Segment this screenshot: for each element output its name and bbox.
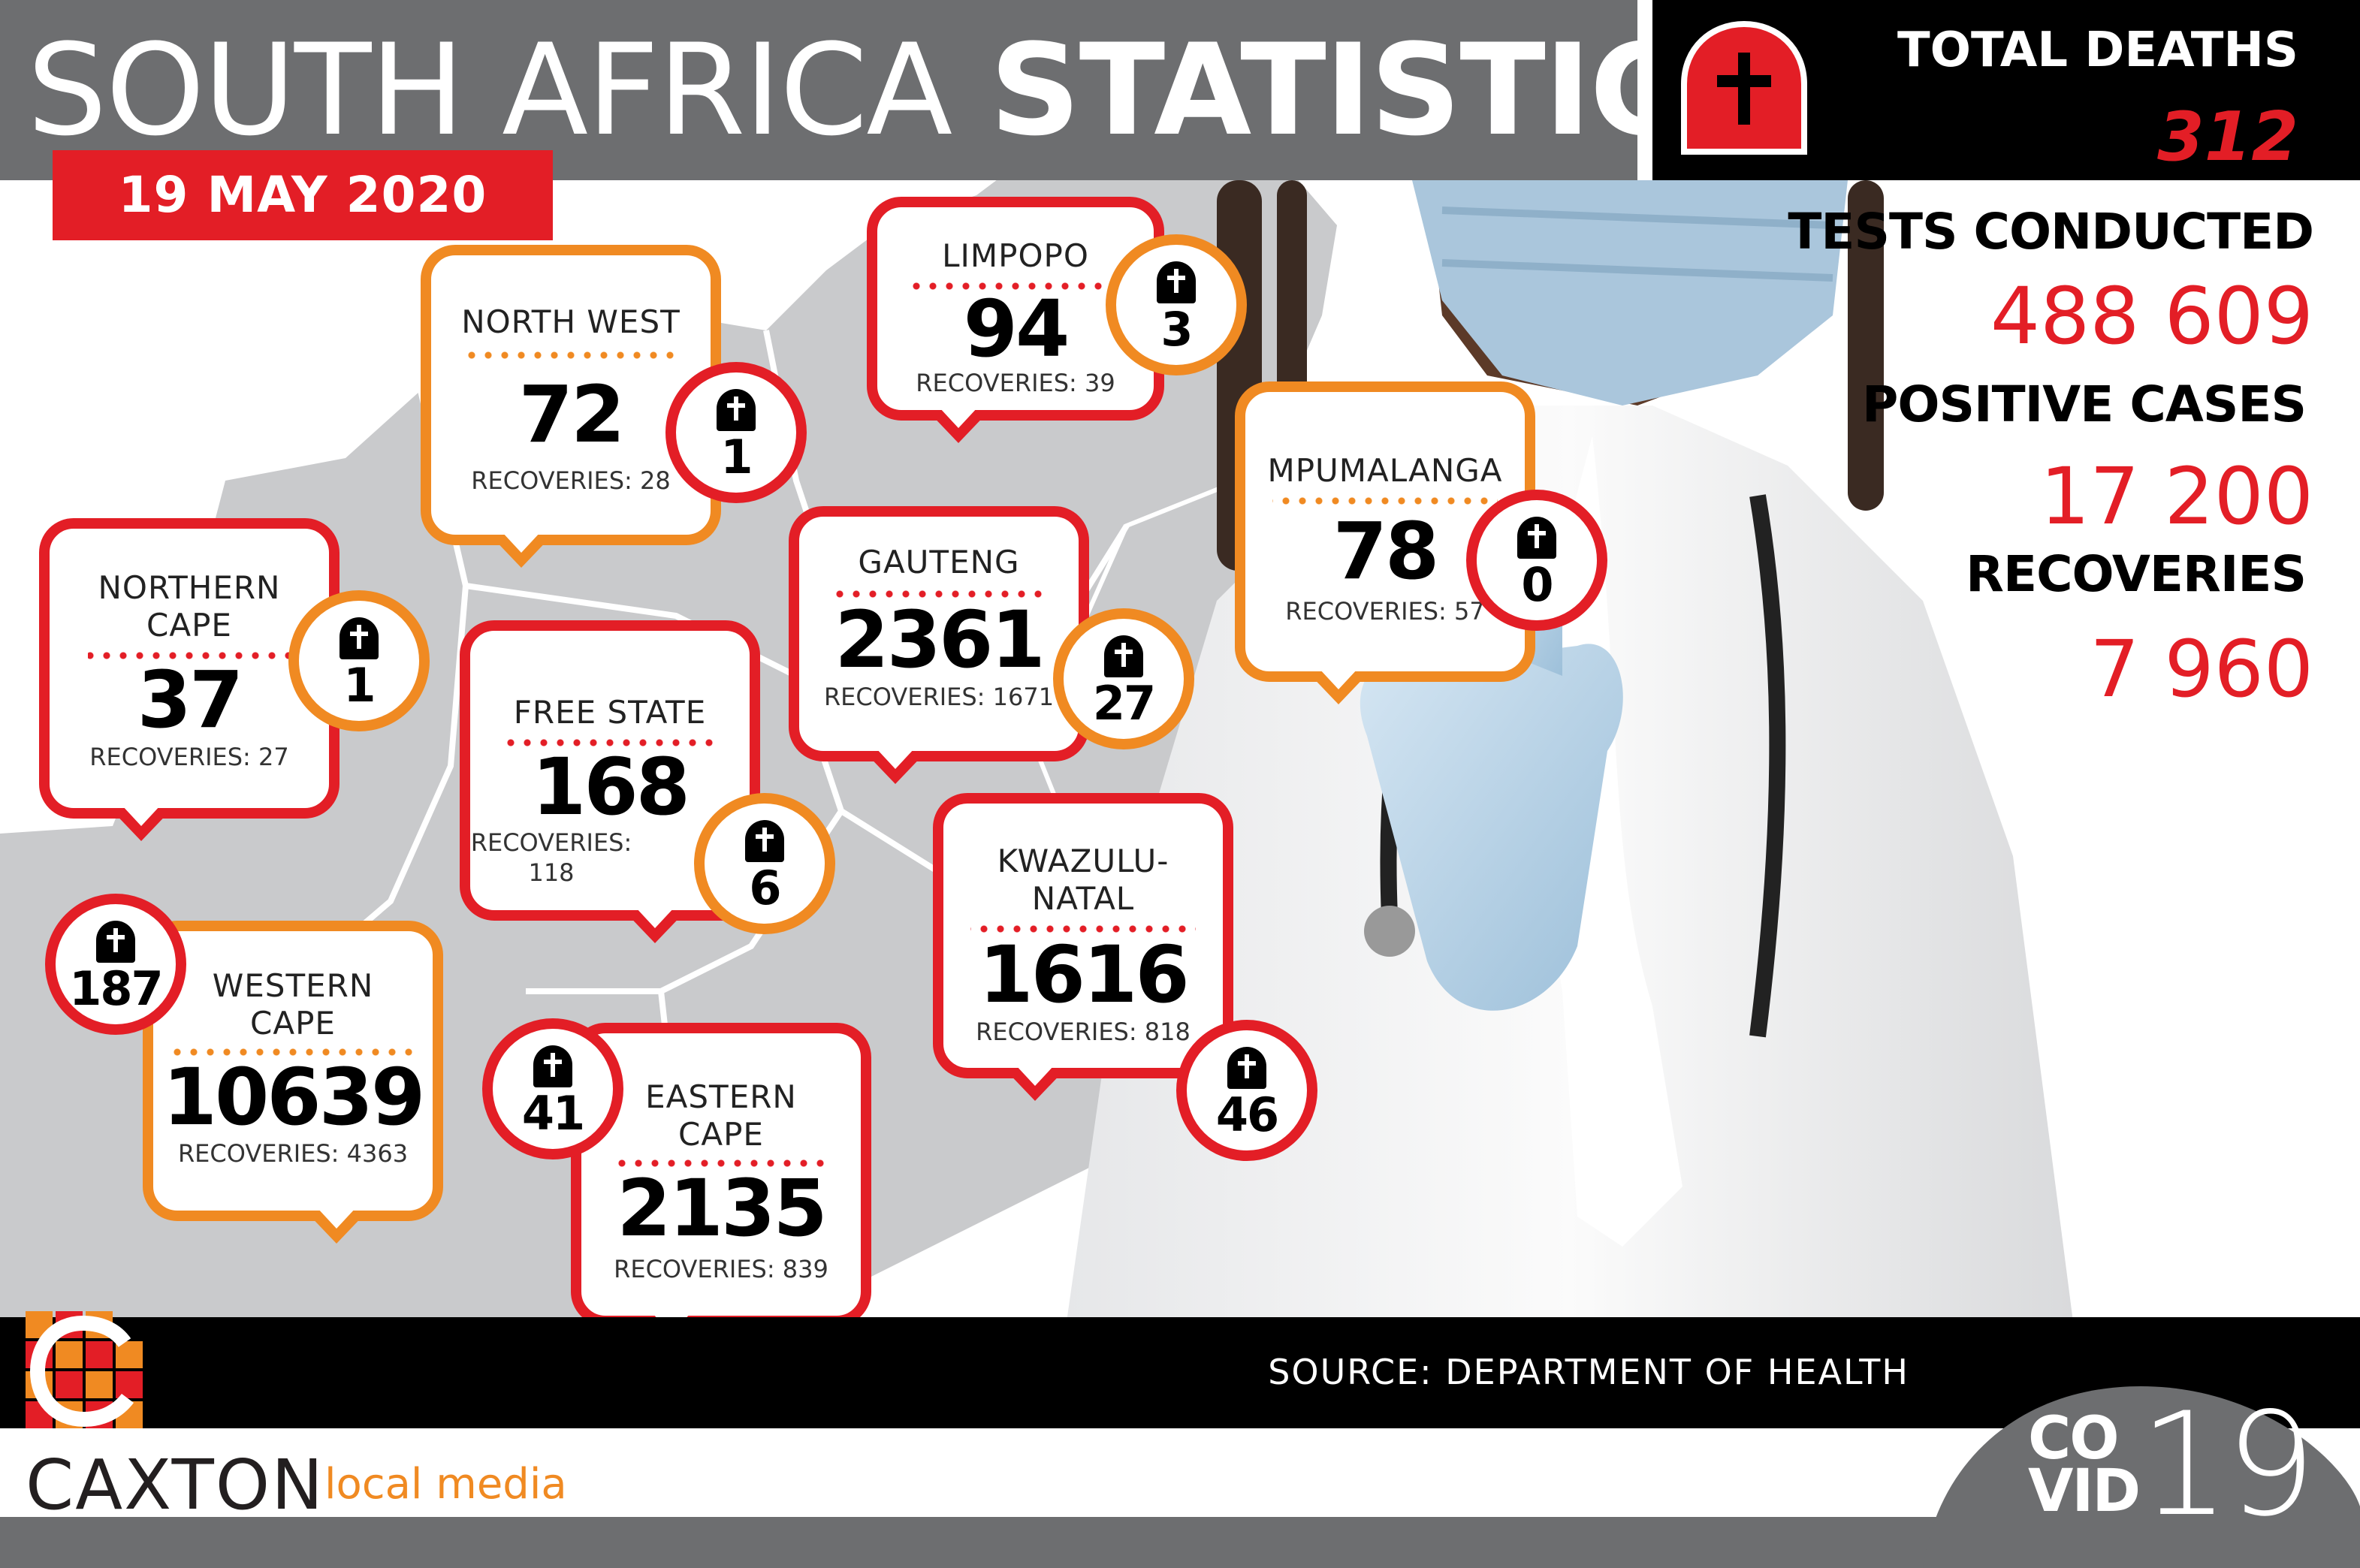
province-cases: 1616 xyxy=(979,929,1189,1021)
deaths-value: 187 xyxy=(69,961,163,1016)
tombstone-icon xyxy=(1227,1047,1266,1089)
dotted-divider xyxy=(910,282,1121,290)
province-name: KWAZULU- NATAL xyxy=(997,843,1169,917)
tombstone-icon xyxy=(533,1045,572,1087)
province-name: GAUTENG xyxy=(858,544,1020,580)
deaths-north-west: 1 xyxy=(665,362,807,503)
deaths-western-cape: 187 xyxy=(45,894,186,1035)
callout-tail-inner xyxy=(939,407,978,428)
dotted-divider xyxy=(612,1159,830,1167)
covid-badge xyxy=(1923,1386,2360,1568)
deaths-free-state: 6 xyxy=(694,793,835,934)
province-name: EASTERN CAPE xyxy=(645,1078,797,1153)
callout-tail-inner xyxy=(635,907,675,928)
callout-tail-inner xyxy=(876,748,915,769)
deaths-eastern-cape: 41 xyxy=(482,1018,623,1159)
deaths-limpopo: 3 xyxy=(1106,234,1247,375)
province-cases: 2361 xyxy=(834,594,1045,686)
callout-tail-inner xyxy=(1016,1065,1055,1086)
dotted-divider xyxy=(462,351,680,359)
deaths-gauteng: 27 xyxy=(1053,608,1194,749)
brand-sub: local media xyxy=(324,1460,567,1509)
caxton-logo-icon xyxy=(26,1311,143,1428)
tombstone-icon xyxy=(1517,517,1556,559)
province-recoveries: RECOVERIES: 39 xyxy=(916,369,1115,397)
province-cases: 72 xyxy=(518,369,626,460)
deaths-value: 1 xyxy=(720,430,753,484)
dotted-divider xyxy=(970,925,1196,933)
callout-tail-inner xyxy=(317,1208,356,1229)
covid-badge-top: CO xyxy=(2028,1405,2120,1473)
callout-tail-inner xyxy=(1319,668,1358,689)
covid-badge-number: 19 xyxy=(2139,1382,2316,1548)
province-cases: 37 xyxy=(137,654,244,746)
province-recoveries: RECOVERIES: 1671 xyxy=(823,683,1055,711)
province-recoveries: RECOVERIES: 118 xyxy=(470,828,632,887)
province-cases: 94 xyxy=(963,283,1070,375)
brand-main: CAXTON xyxy=(26,1445,325,1525)
province-name: NORTHERN CAPE xyxy=(98,569,281,644)
page-title: SOUTH AFRICA STATISTICS xyxy=(27,23,1774,158)
province-name: NORTH WEST xyxy=(461,303,681,340)
dotted-divider xyxy=(1272,497,1498,505)
province-recoveries: RECOVERIES: 818 xyxy=(976,1018,1191,1046)
dotted-divider xyxy=(830,590,1048,598)
title-bold: STATISTICS xyxy=(989,17,1774,164)
total-deaths-label: TOTAL DEATHS xyxy=(1897,23,2298,78)
deaths-value: 1 xyxy=(343,658,376,713)
province-recoveries: RECOVERIES: 57 xyxy=(1285,597,1485,626)
deaths-northern-cape: 1 xyxy=(288,590,430,731)
tombstone-icon xyxy=(1104,635,1143,677)
callout-gauteng: GAUTENG 2361 RECOVERIES: 1671 xyxy=(789,506,1089,761)
dotted-divider xyxy=(88,652,291,659)
dotted-divider xyxy=(171,1048,415,1056)
callout-western-cape: WESTERN CAPE 10639 RECOVERIES: 4363 xyxy=(143,921,443,1221)
province-name: LIMPOPO xyxy=(942,237,1089,274)
total-deaths-value: 312 xyxy=(2157,98,2298,176)
callout-kwazulu-natal: KWAZULU- NATAL 1616 RECOVERIES: 818 xyxy=(933,793,1233,1078)
province-cases: 78 xyxy=(1332,505,1440,597)
deaths-kwazulu-natal: 46 xyxy=(1176,1020,1317,1161)
callout-tail-inner xyxy=(502,532,541,553)
tombstone-icon xyxy=(745,820,784,862)
callout-tail-inner xyxy=(122,805,161,826)
deaths-value: 3 xyxy=(1160,302,1193,357)
province-cases: 2135 xyxy=(617,1162,827,1254)
dotted-divider xyxy=(501,739,719,746)
deaths-value: 46 xyxy=(1215,1087,1279,1142)
deaths-value: 27 xyxy=(1092,676,1156,731)
tombstone-icon xyxy=(1157,261,1196,303)
tests-value: 488 609 xyxy=(1990,270,2313,362)
callout-north-west: NORTH WEST 72 RECOVERIES: 28 xyxy=(421,245,721,545)
covid-badge-bottom: VID xyxy=(2028,1458,2141,1525)
tombstone-icon xyxy=(1681,20,1807,155)
positive-value: 17 200 xyxy=(2040,451,2313,542)
province-recoveries: RECOVERIES: 27 xyxy=(89,743,289,771)
province-cases: 10639 xyxy=(162,1051,426,1143)
province-cases: 168 xyxy=(531,741,690,833)
deaths-mpumalanga: 0 xyxy=(1466,490,1607,631)
province-recoveries: RECOVERIES: 839 xyxy=(614,1255,828,1283)
deaths-value: 0 xyxy=(1521,557,1553,612)
province-name: MPUMALANGA xyxy=(1267,452,1503,489)
tombstone-icon xyxy=(717,389,756,431)
tombstone-icon xyxy=(96,921,135,963)
positive-label: POSITIVE CASES xyxy=(1862,375,2307,433)
tombstone-icon xyxy=(340,617,379,659)
source-bar xyxy=(0,1317,2360,1428)
province-name: FREE STATE xyxy=(513,694,707,731)
recoveries-label: RECOVERIES xyxy=(1966,545,2307,603)
recoveries-value: 7 960 xyxy=(2090,623,2313,715)
title-light: SOUTH AFRICA xyxy=(27,17,952,164)
deaths-value: 6 xyxy=(749,861,781,915)
source-text: SOURCE: DEPARTMENT OF HEALTH xyxy=(1268,1352,1909,1392)
province-name: WESTERN CAPE xyxy=(212,967,374,1042)
deaths-value: 41 xyxy=(521,1086,585,1141)
date-badge: 19 MAY 2020 xyxy=(53,150,553,240)
province-recoveries: RECOVERIES: 28 xyxy=(471,466,671,495)
province-recoveries: RECOVERIES: 4363 xyxy=(177,1139,409,1168)
tests-label: TESTS CONDUCTED xyxy=(1788,203,2314,261)
